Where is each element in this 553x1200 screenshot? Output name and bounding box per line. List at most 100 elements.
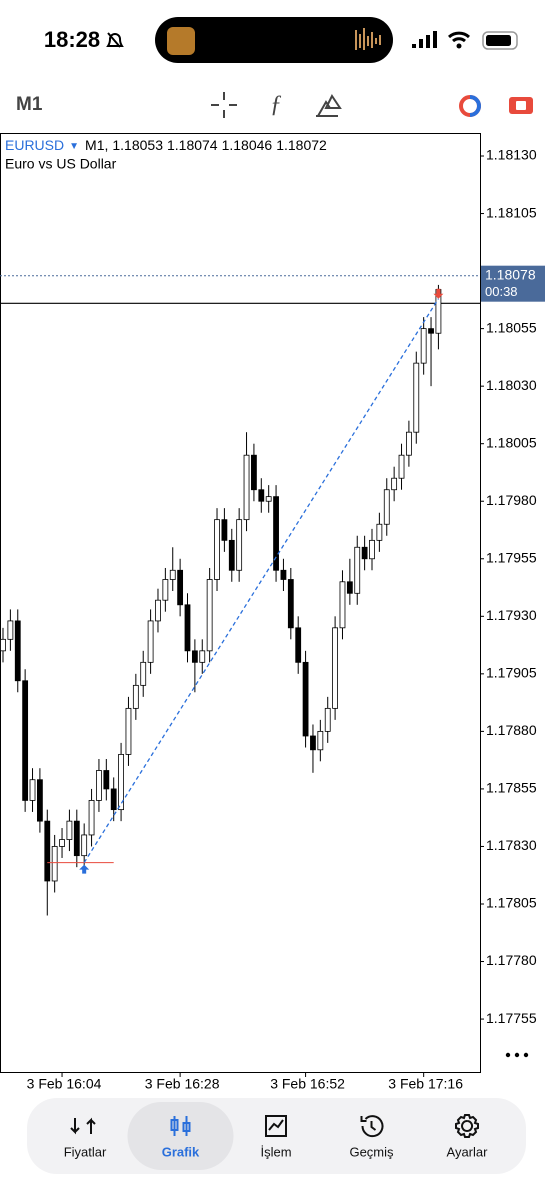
- y-tick-label: 1.17930: [486, 607, 537, 623]
- candle-body: [339, 581, 346, 629]
- more-dot: [523, 1052, 529, 1058]
- candle-body: [428, 328, 434, 334]
- candle-body: [88, 800, 95, 836]
- candle-body: [44, 820, 51, 882]
- candle-body: [206, 579, 213, 652]
- candle-body: [287, 579, 294, 629]
- objects-icon[interactable]: [316, 94, 342, 117]
- candle-body: [383, 489, 390, 525]
- candle-body: [391, 477, 398, 491]
- tab-label[interactable]: Grafik: [162, 1144, 200, 1159]
- tab-label[interactable]: İşlem: [260, 1144, 291, 1159]
- header-low: 1.18046: [222, 137, 273, 153]
- wifi-icon: [448, 31, 470, 43]
- symbol[interactable]: EURUSD: [5, 137, 64, 153]
- candle-body: [369, 539, 375, 560]
- y-tick-label: 1.17855: [486, 780, 537, 796]
- y-tick-label: 1.17880: [486, 722, 537, 738]
- candle-body: [302, 661, 309, 737]
- candle-body: [51, 846, 58, 882]
- candle-body: [147, 620, 154, 663]
- candle-body: [22, 680, 29, 801]
- candle-body: [258, 489, 265, 502]
- y-tick-label: 1.18030: [486, 377, 537, 393]
- tab-icon[interactable]: [70, 1117, 96, 1135]
- dynamic-island: [155, 17, 393, 63]
- tab-icon[interactable]: [170, 1116, 191, 1136]
- mute-icon: [106, 32, 124, 48]
- candle-body: [191, 650, 198, 663]
- tabs: Fiyatlar Grafik İşlem Geçmiş Ayarlar: [64, 1102, 488, 1170]
- tab-icon[interactable]: [455, 1114, 479, 1138]
- crosshair-icon[interactable]: [211, 92, 237, 118]
- candle-body: [324, 707, 331, 732]
- header-high: 1.18074: [167, 137, 218, 153]
- y-tick-label: 1.17780: [486, 952, 537, 968]
- account-icon-inner: [516, 101, 526, 110]
- y-tick-label: 1.18105: [486, 204, 537, 220]
- y-tick-label: 1.18055: [486, 319, 537, 335]
- candle-body: [251, 454, 257, 491]
- audio-bars: [355, 28, 381, 50]
- candle-body: [37, 779, 43, 822]
- status-time: 18:28: [44, 27, 100, 52]
- x-tick-label: 3 Feb 16:28: [145, 1076, 220, 1092]
- candle-body: [140, 661, 147, 686]
- x-tick-label: 3 Feb 16:04: [27, 1076, 102, 1092]
- plot: 1.18130 1.18105 1.18055 1.18030 1.18005 1.179…: [0, 147, 545, 1092]
- more-dot[interactable]: [505, 1052, 511, 1058]
- candle-body: [214, 519, 220, 580]
- candle-body: [132, 684, 139, 709]
- candle-body: [280, 569, 287, 580]
- timeframe-button[interactable]: M1: [16, 94, 43, 115]
- x-tick-label: 3 Feb 16:52: [270, 1076, 345, 1092]
- candle-body: [420, 328, 427, 364]
- tab-icon[interactable]: [360, 1115, 384, 1138]
- exit-arrow: [433, 288, 444, 299]
- tab-icon[interactable]: [265, 1115, 287, 1137]
- candle-body: [332, 627, 339, 709]
- candle-body: [405, 431, 412, 456]
- battery-level: [486, 35, 511, 46]
- bid-label-box: [481, 265, 545, 302]
- header-open: 1.18053: [112, 137, 163, 153]
- candle-body: [413, 362, 420, 433]
- y-tick-label: 1.18005: [486, 434, 537, 450]
- y-tick-label: 1.17830: [486, 837, 537, 853]
- header-close: 1.18072: [276, 137, 327, 153]
- candle-body: [199, 650, 206, 663]
- candle-body: [398, 454, 405, 479]
- y-tick-label: 1.17805: [486, 895, 537, 911]
- x-tick-label: 3 Feb 17:16: [388, 1076, 463, 1092]
- candle-body: [236, 519, 243, 571]
- indicators-icon[interactable]: ƒ: [270, 92, 282, 118]
- header-timeframe: M1,: [85, 137, 108, 153]
- candle-body: [265, 496, 272, 502]
- candle-body: [184, 604, 191, 652]
- candle-body: [273, 496, 279, 571]
- candle-body: [103, 770, 110, 790]
- candle-body: [346, 581, 353, 594]
- trade-icon-half: [469, 95, 481, 117]
- candle-body: [73, 820, 80, 857]
- entry-arrow: [79, 864, 90, 874]
- trade-line: [83, 298, 439, 863]
- candle-body: [177, 569, 184, 606]
- candle-body: [96, 770, 102, 801]
- candle-body: [110, 788, 117, 811]
- music-art: [167, 27, 195, 55]
- y-tick-label: 1.17905: [486, 665, 537, 681]
- candle-body: [317, 730, 324, 751]
- candle-body: [125, 707, 132, 755]
- tab-label[interactable]: Ayarlar: [447, 1144, 489, 1159]
- candle-body: [310, 735, 316, 751]
- tab-label[interactable]: Fiyatlar: [64, 1144, 107, 1159]
- tab-highlight: [127, 1102, 234, 1170]
- candle-body: [221, 519, 228, 541]
- chart-header: EURUSD ▼ M1, 1.18053 1.18074 1.18046 1.18072: [5, 137, 327, 153]
- chart-frame: [0, 133, 481, 1073]
- battery: [482, 31, 518, 50]
- tab-label[interactable]: Geçmiş: [349, 1144, 394, 1159]
